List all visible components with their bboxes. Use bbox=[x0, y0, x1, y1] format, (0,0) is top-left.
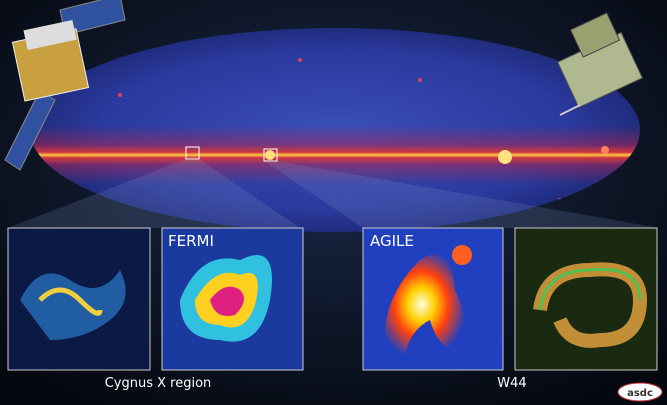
panel-label: FERMI bbox=[168, 232, 214, 250]
caption: Cygnus X region bbox=[105, 376, 212, 391]
panel-agile: AGILE bbox=[363, 228, 503, 370]
panel-cygnus bbox=[8, 228, 150, 370]
panel-fermi: FERMI bbox=[162, 228, 303, 370]
composite-image: FERMI AGILE Cygnus X region W44 asdc bbox=[0, 0, 667, 405]
caption: W44 bbox=[497, 376, 526, 391]
page: FERMI AGILE Cygnus X region W44 asdc (()… bbox=[0, 0, 667, 405]
logo: asdc bbox=[627, 388, 653, 399]
panel-label: AGILE bbox=[370, 232, 414, 250]
panel-w44 bbox=[515, 228, 657, 370]
